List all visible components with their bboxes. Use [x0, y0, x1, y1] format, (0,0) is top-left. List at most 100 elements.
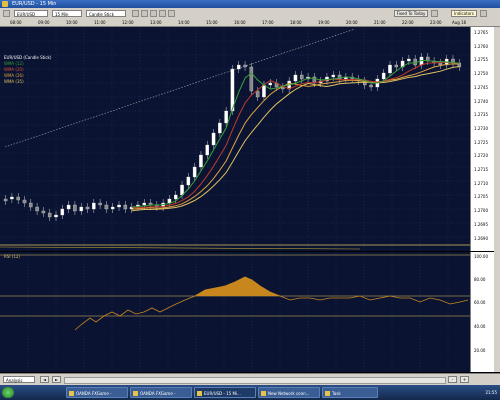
candle[interactable] [205, 144, 209, 156]
time-label: 18:00 [290, 20, 302, 25]
candle[interactable] [218, 122, 222, 134]
candle[interactable] [388, 64, 392, 74]
trend-line[interactable] [4, 28, 356, 148]
rsi-axis-label: 100.00 [474, 254, 488, 259]
candle[interactable] [66, 204, 71, 210]
draw-line-icon[interactable] [159, 10, 166, 17]
zoom-out-icon[interactable] [141, 10, 148, 17]
wma20-line [131, 61, 460, 209]
scroll-right-button[interactable]: ► [52, 376, 61, 383]
zoom-plus-button[interactable]: + [460, 376, 469, 383]
zoom-minus-button[interactable]: - [448, 376, 457, 383]
text-icon[interactable] [168, 10, 175, 17]
price-chart[interactable]: EUR/USD (Candle Stick) WMA (12) WMA (20)… [0, 27, 470, 251]
candle[interactable] [249, 66, 254, 92]
candle[interactable] [369, 84, 373, 88]
candle[interactable] [110, 206, 115, 210]
candle[interactable] [60, 208, 65, 216]
taskbar-item[interactable]: Task [322, 387, 378, 398]
candle[interactable] [41, 210, 46, 214]
horizontal-scrollbar[interactable] [64, 377, 446, 384]
time-label: 23:00 [430, 20, 442, 25]
taskbar-item[interactable]: OANDA FXGame - [66, 387, 128, 398]
candle[interactable] [117, 204, 121, 208]
candle[interactable] [79, 206, 83, 212]
candle[interactable] [104, 204, 109, 210]
time-label: 14:00 [178, 20, 190, 25]
candle[interactable] [381, 72, 386, 80]
candle[interactable] [262, 84, 266, 98]
candle[interactable] [199, 154, 203, 168]
chart-toolbar: EUR/USD 15 Min Candle Stick Fixed To Tod… [0, 8, 500, 20]
candle[interactable] [331, 74, 336, 78]
chart-type-select[interactable]: Candle Stick [86, 10, 126, 17]
candle[interactable] [230, 68, 235, 112]
candle[interactable] [35, 206, 39, 212]
candle[interactable] [237, 64, 241, 70]
candle[interactable] [173, 194, 178, 200]
candle[interactable] [54, 214, 58, 218]
candle[interactable] [186, 176, 191, 186]
rsi-panel[interactable]: RSI (12) [0, 252, 470, 372]
candle[interactable] [438, 62, 443, 66]
candle[interactable] [47, 212, 52, 218]
candle[interactable] [394, 64, 399, 68]
candle[interactable] [10, 196, 14, 200]
chart-icon[interactable] [3, 10, 10, 17]
candle[interactable] [293, 74, 298, 82]
candle[interactable] [22, 199, 27, 204]
candle[interactable] [3, 198, 8, 202]
candle[interactable] [180, 184, 184, 196]
print-icon[interactable] [480, 10, 487, 17]
wma35-line [131, 66, 460, 212]
rsi-axis-label: 60.00 [474, 300, 486, 305]
volume-line [0, 246, 361, 250]
candle[interactable] [29, 202, 33, 208]
clock[interactable]: 21:55 [485, 390, 497, 395]
symbol-select[interactable]: EUR/USD [14, 10, 48, 17]
analysis-mode-select[interactable]: Analysis [3, 376, 35, 383]
candle[interactable] [255, 90, 260, 98]
taskbar-item[interactable]: OANDA FXGame - [130, 387, 192, 398]
candle[interactable] [92, 202, 96, 210]
candle[interactable] [192, 166, 197, 178]
scroll-left-button[interactable]: ◄ [40, 376, 49, 383]
price-chart-svg[interactable] [0, 27, 470, 251]
candle[interactable] [243, 64, 247, 68]
vertical-scrollbar[interactable] [494, 27, 500, 372]
zoom-in-icon[interactable] [132, 10, 139, 17]
settings-icon[interactable] [431, 10, 438, 17]
timeframe-select[interactable]: 15 Min [52, 10, 82, 17]
candle[interactable] [211, 132, 216, 146]
candle[interactable] [413, 58, 417, 66]
time-axis: 08:00 09:00 10:00 11:00 12:00 13:00 14:0… [0, 19, 500, 27]
candle[interactable] [123, 204, 128, 210]
start-button[interactable] [2, 387, 14, 398]
candle[interactable] [16, 196, 20, 201]
time-label: 08:00 [10, 20, 22, 25]
crosshair-icon[interactable] [150, 10, 157, 17]
candle[interactable] [224, 110, 228, 124]
candle[interactable] [407, 58, 411, 62]
candle[interactable] [337, 74, 342, 80]
fixed-to-today-button[interactable]: Fixed To Today [394, 10, 428, 17]
candle[interactable] [73, 204, 77, 212]
candle[interactable] [142, 202, 146, 206]
indicators-button[interactable]: Indicators [451, 10, 477, 17]
price-label: 1.2745 [474, 84, 488, 90]
time-label: 17:00 [262, 20, 274, 25]
rsi-svg [0, 252, 470, 372]
price-label: 1.2735 [474, 112, 488, 118]
candle[interactable] [300, 74, 304, 80]
taskbar-item-active[interactable]: EUR/USD - 15 Mi... [194, 387, 256, 398]
time-label: 09:00 [38, 20, 50, 25]
price-label: 1.2750 [474, 71, 488, 77]
wma12-line [131, 60, 460, 208]
chart-bottom-bar: Analysis ◄ ► - + [0, 373, 500, 385]
price-label: 1.2725 [474, 139, 488, 145]
candle[interactable] [268, 82, 273, 86]
taskbar-item[interactable]: New Network conn... [258, 387, 320, 398]
candle[interactable] [98, 202, 102, 206]
candle[interactable] [85, 206, 90, 210]
candle[interactable] [167, 198, 172, 204]
